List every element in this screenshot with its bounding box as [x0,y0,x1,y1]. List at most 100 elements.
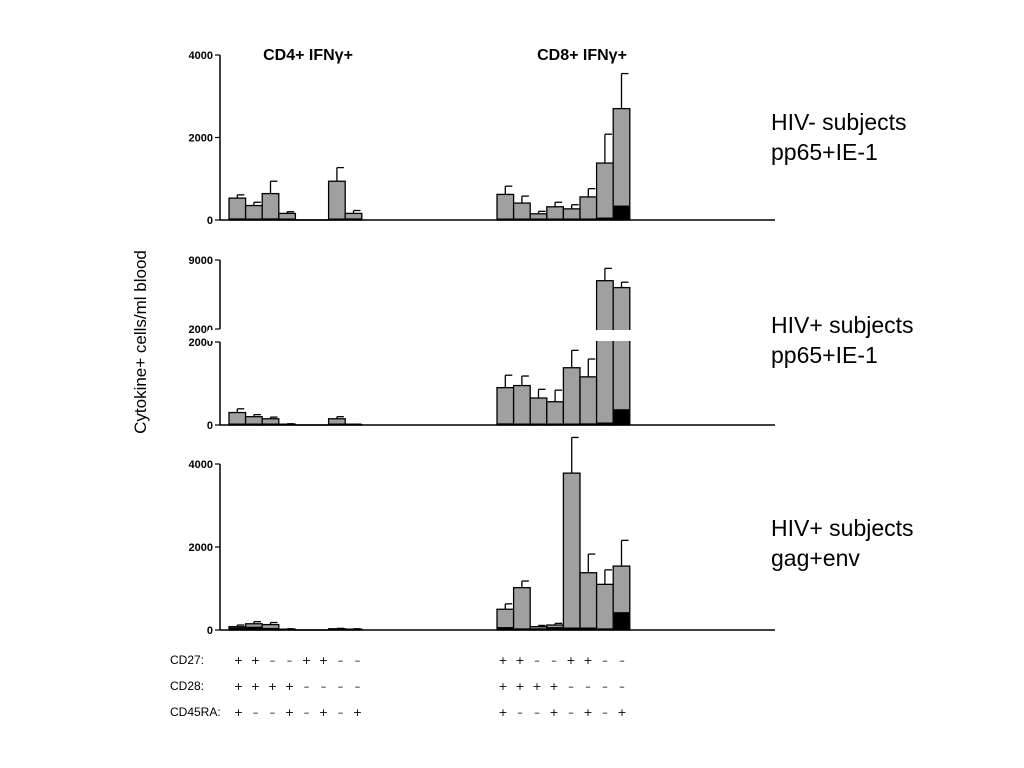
bar-dark-segment [514,423,530,425]
bar [612,286,631,426]
bar [228,197,247,221]
marker-sign: + [498,654,507,667]
bar [562,367,581,426]
axis-break-gap [208,330,638,341]
marker-sign: + [353,706,362,719]
panel-label: HIV+ subjects [771,515,914,541]
bar [546,206,565,221]
marker-sign: – [287,654,293,667]
marker-sign: – [534,706,540,719]
cd8-bars [496,267,631,426]
bar-dark-segment [279,628,295,630]
y-tick-label: 2000 [189,542,213,554]
marker-sign: + [319,706,328,719]
marker-sign: + [498,680,507,693]
panel-label: pp65+IE-1 [771,342,878,368]
marker-sign: + [319,654,328,667]
bar-dark-segment [613,409,630,425]
marker-sign: – [355,654,361,667]
marker-row: CD27: + + – – + + – – + + – – + + – – [170,653,625,667]
bar [579,572,598,631]
bar [612,107,631,221]
bar-dark-segment [597,628,613,630]
cd4-bars [228,621,363,631]
y-tick-label: 0 [207,420,213,432]
bar-dark-segment [329,423,345,425]
bar [496,608,515,631]
bar-dark-segment [613,612,630,630]
marker-sign: + [583,706,592,719]
bar-dark-segment [262,627,279,630]
marker-sign: – [551,654,557,667]
marker-sign: + [515,654,524,667]
panel-label: HIV+ subjects [771,312,914,338]
marker-sign: – [568,680,574,693]
bar-dark-segment [246,626,262,630]
bar [512,384,531,426]
marker-row: CD28: + + + + – – – – + + + + – – – – [170,679,625,693]
group-title-cd4: CD4+ IFNγ+ [263,47,353,64]
bar-dark-segment [530,628,547,630]
axes: 0 2000 4000 [189,459,775,637]
bar [579,196,598,221]
bar-dark-segment [497,218,514,220]
marker-sign: + [549,706,558,719]
marker-sign: – [338,680,344,693]
bar-dark-segment [329,218,345,220]
panel-3: HIV+ subjects gag+env 0 2000 4000 [189,436,914,637]
bar-dark-segment [547,627,563,630]
panel-1: HIV- subjects pp65+IE-1 0 2000 4000 [189,50,907,227]
marker-sign: + [234,706,243,719]
bar-dark-segment [547,218,563,220]
panel-label: pp65+IE-1 [771,139,878,165]
marker-sign: + [549,680,558,693]
marker-sign: – [355,680,361,693]
y-tick-label: 2000 [189,337,213,349]
bar [595,280,614,426]
bar-dark-segment [530,218,547,220]
cd8-bars [496,72,631,221]
marker-sign: + [251,680,260,693]
bar-dark-segment [580,627,597,630]
bar-dark-segment [329,628,345,630]
panel-label: gag+env [771,545,860,571]
y-tick-label: 4000 [189,50,213,62]
bar [562,472,581,631]
marker-sign: – [304,680,310,693]
marker-sign: – [602,680,608,693]
bar-dark-segment [246,423,262,425]
marker-sign: – [585,680,591,693]
bar-dark-segment [229,218,246,220]
bar-dark-segment [563,423,580,425]
bar [562,208,581,221]
bar-dark-segment [563,218,580,220]
y-tick-label: 9000 [189,255,213,267]
bar-dark-segment [580,423,597,425]
group-titles: CD4+ IFNγ+ CD8+ IFNγ+ [263,47,627,64]
marker-sign: – [619,680,625,693]
marker-sign: + [583,654,592,667]
y-tick-label: 0 [207,215,213,227]
marker-sign: + [302,654,311,667]
bar [546,401,565,426]
marker-sign: – [253,706,259,719]
bar [327,180,346,221]
marker-sign: – [602,706,608,719]
bar-dark-segment [563,627,580,630]
marker-name: CD45RA: [170,705,221,719]
bar [496,193,515,221]
y-axis-label: Cytokine+ cells/ml blood [131,250,150,434]
marker-sign: – [338,706,344,719]
marker-sign: – [321,680,327,693]
marker-sign: – [270,706,276,719]
y-tick-label: 2000 [189,133,213,145]
marker-sign: + [234,654,243,667]
marker-sign: – [602,654,608,667]
bar-dark-segment [229,627,246,630]
bar-dark-segment [597,217,613,220]
bar-dark-segment [530,423,547,425]
